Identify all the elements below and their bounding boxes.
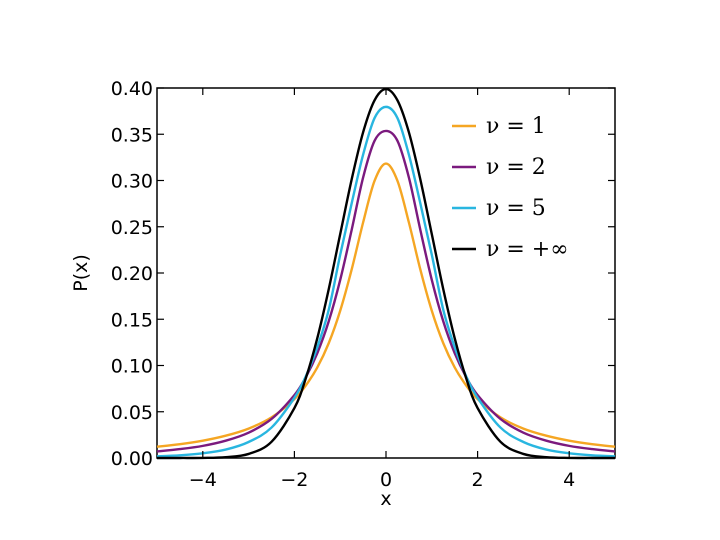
x-tick-label: 2 [472, 469, 484, 491]
y-axis-label: P(x) [70, 254, 92, 292]
plot-frame [156, 87, 616, 459]
x-tick-label: 4 [563, 469, 575, 491]
y-tick-label: 0.00 [111, 448, 153, 470]
y-tick-label: 0.30 [111, 171, 153, 193]
series-line-1 [156, 162, 616, 448]
y-tick-label: 0.05 [111, 402, 153, 424]
x-tick-label: 0 [380, 469, 392, 491]
y-tick-label: 0.35 [111, 124, 153, 146]
legend-label: ν = +∞ [486, 237, 569, 262]
x-tick-label: −2 [280, 469, 308, 491]
y-tick-label: 0.25 [111, 217, 153, 239]
legend-label: ν = 5 [486, 196, 546, 221]
y-tick-label: 0.10 [111, 356, 153, 378]
series-line-3 [156, 105, 616, 458]
x-axis-label: x [380, 488, 391, 510]
legend-label: ν = 1 [486, 114, 546, 139]
y-tick-label: 0.15 [111, 309, 153, 331]
x-tick-label: −4 [189, 469, 217, 491]
series-line-2 [156, 129, 616, 453]
legend-label: ν = 2 [486, 155, 546, 180]
y-tick-label: 0.20 [111, 263, 153, 285]
y-tick-label: 0.40 [111, 78, 153, 100]
x-axis: −4 −2 0 2 4 [189, 88, 575, 491]
y-axis: 0.00 0.05 0.10 0.15 0.20 0.25 0.30 0.35 0.40 [111, 78, 615, 470]
legend: ν = 1 ν = 2 ν = 5 ν = +∞ [452, 114, 569, 262]
